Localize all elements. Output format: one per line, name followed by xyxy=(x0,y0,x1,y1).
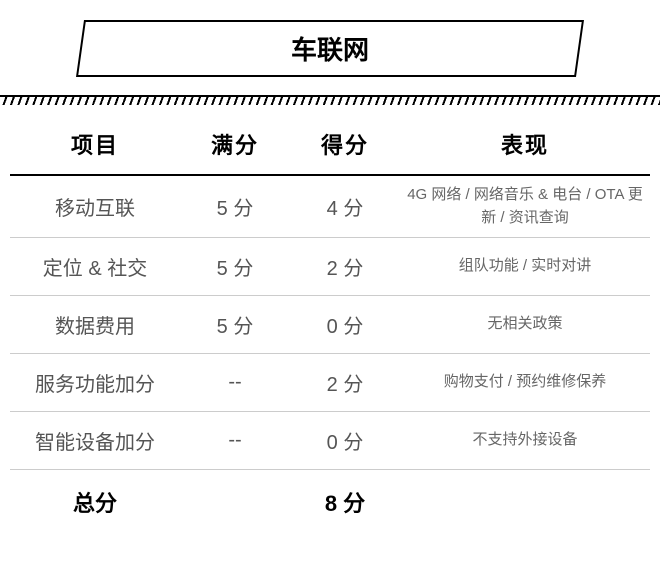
cell-performance: 不支持外接设备 xyxy=(400,429,650,452)
header-max: 满分 xyxy=(180,128,290,160)
table-row: 智能设备加分--0 分不支持外接设备 xyxy=(10,412,650,470)
cell-max: 5 分 xyxy=(180,192,290,221)
cell-performance: 4G 网络 / 网络音乐 & 电台 / OTA 更新 / 资讯查询 xyxy=(400,184,650,229)
cell-score: 4 分 xyxy=(290,192,400,221)
cell-max: -- xyxy=(180,371,290,394)
table-total-row: 总分 8 分 xyxy=(10,470,650,534)
cell-item: 智能设备加分 xyxy=(10,426,180,455)
table-header-row: 项目 满分 得分 表现 xyxy=(10,110,650,176)
header-item: 项目 xyxy=(10,128,180,160)
cell-performance: 组队功能 / 实时对讲 xyxy=(400,255,650,278)
total-value: 8 分 xyxy=(290,486,400,518)
title-banner: 车联网 xyxy=(80,20,580,70)
cell-performance: 无相关政策 xyxy=(400,313,650,336)
header-score: 得分 xyxy=(290,128,400,160)
cell-score: 0 分 xyxy=(290,426,400,455)
table-row: 移动互联5 分4 分4G 网络 / 网络音乐 & 电台 / OTA 更新 / 资… xyxy=(10,176,650,238)
section-divider xyxy=(0,95,660,105)
cell-score: 2 分 xyxy=(290,252,400,281)
cell-item: 定位 & 社交 xyxy=(10,252,180,281)
cell-max: 5 分 xyxy=(180,252,290,281)
header-performance: 表现 xyxy=(400,128,650,160)
cell-score: 2 分 xyxy=(290,368,400,397)
cell-item: 数据费用 xyxy=(10,310,180,339)
cell-item: 移动互联 xyxy=(10,192,180,221)
score-table: 项目 满分 得分 表现 移动互联5 分4 分4G 网络 / 网络音乐 & 电台 … xyxy=(10,110,650,534)
table-row: 服务功能加分--2 分购物支付 / 预约维修保养 xyxy=(10,354,650,412)
cell-max: -- xyxy=(180,429,290,452)
table-row: 定位 & 社交5 分2 分组队功能 / 实时对讲 xyxy=(10,238,650,296)
page-title: 车联网 xyxy=(291,30,369,67)
cell-score: 0 分 xyxy=(290,310,400,339)
cell-performance: 购物支付 / 预约维修保养 xyxy=(400,371,650,394)
cell-item: 服务功能加分 xyxy=(10,368,180,397)
cell-max: 5 分 xyxy=(180,310,290,339)
total-label: 总分 xyxy=(10,486,180,518)
table-row: 数据费用5 分0 分无相关政策 xyxy=(10,296,650,354)
title-box: 车联网 xyxy=(76,20,584,77)
